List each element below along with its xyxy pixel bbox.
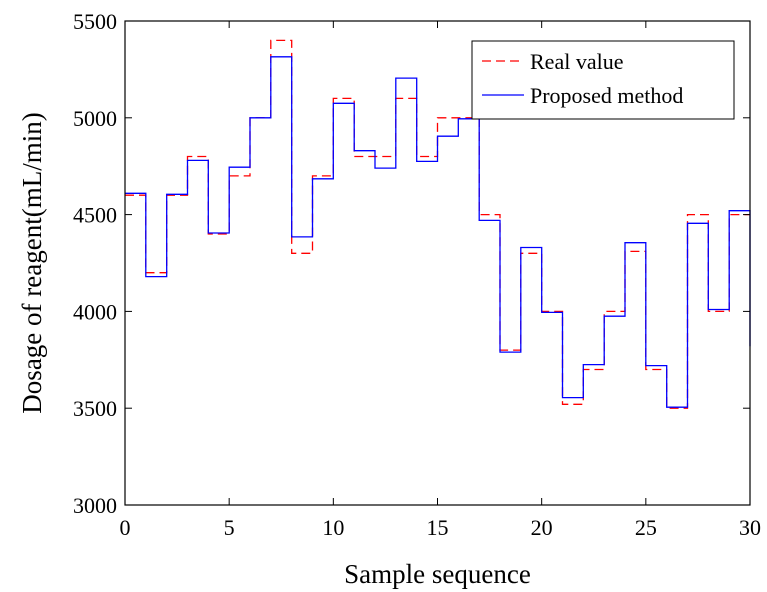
y-tick-label: 3500 bbox=[73, 396, 117, 421]
x-tick-label: 10 bbox=[322, 515, 344, 540]
legend-label-real-value: Real value bbox=[530, 49, 623, 74]
y-tick-label: 3000 bbox=[73, 493, 117, 518]
x-tick-label: 25 bbox=[635, 515, 657, 540]
x-axis-label: Sample sequence bbox=[344, 559, 531, 589]
y-axis-label: Dosage of reagent(mL/min) bbox=[17, 112, 47, 413]
series-line-proposed-method bbox=[125, 56, 751, 408]
legend: Real value Proposed method bbox=[471, 40, 735, 120]
y-tick-label: 5500 bbox=[73, 9, 117, 34]
y-tick-label: 4000 bbox=[73, 299, 117, 324]
legend-box bbox=[471, 40, 735, 120]
x-tick-label: 0 bbox=[120, 515, 131, 540]
x-tick-label: 15 bbox=[427, 515, 449, 540]
ticks-layer bbox=[124, 20, 751, 506]
x-tick-label: 5 bbox=[224, 515, 235, 540]
x-tick-label: 20 bbox=[531, 515, 553, 540]
tick-labels-layer: 0 5 10 15 20 25 30 3000 3500 4000 4500 5000 5500 bbox=[73, 9, 761, 540]
y-tick-label: 4500 bbox=[73, 203, 117, 228]
x-tick-label: 30 bbox=[739, 515, 761, 540]
series-layer bbox=[125, 39, 751, 409]
legend-label-proposed-method: Proposed method bbox=[530, 83, 683, 108]
y-tick-label: 5000 bbox=[73, 106, 117, 131]
